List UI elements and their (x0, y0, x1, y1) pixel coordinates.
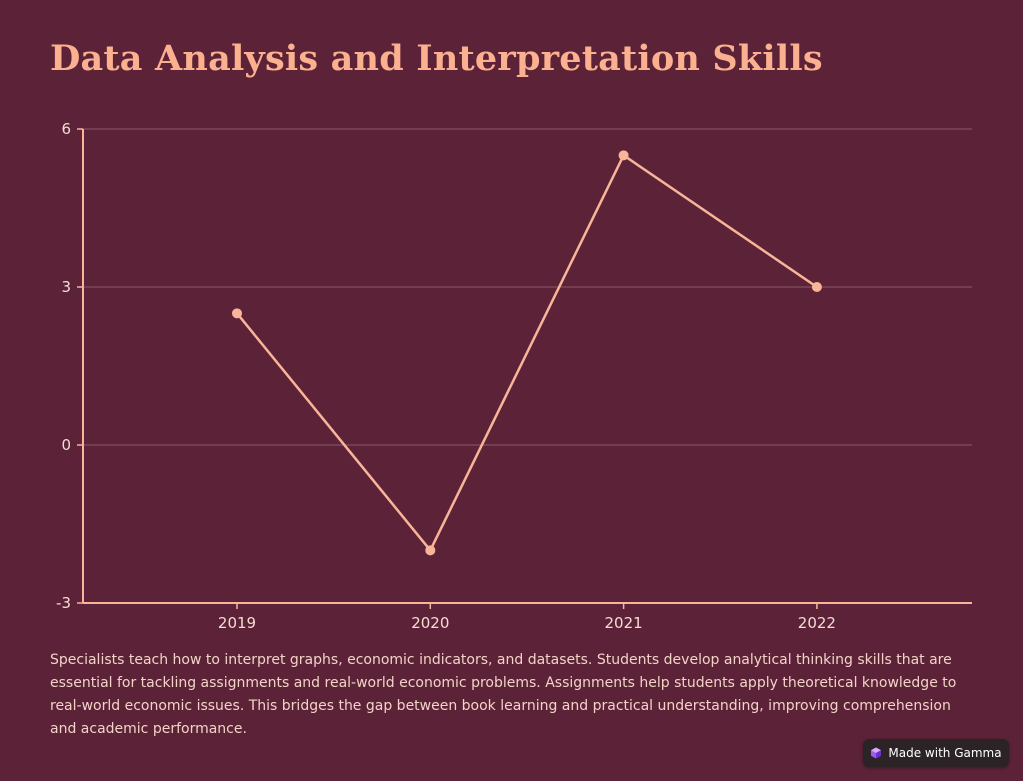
page-title: Data Analysis and Interpretation Skills (50, 38, 823, 79)
data-point (425, 545, 436, 556)
x-tick-label: 2022 (798, 614, 836, 632)
y-tick-label: 3 (61, 278, 71, 296)
badge-label: Made with Gamma (888, 746, 1002, 760)
data-point (232, 308, 242, 319)
x-tick-label: 2021 (605, 614, 643, 632)
x-tick-label: 2020 (411, 614, 449, 632)
y-tick-label: 0 (61, 436, 71, 454)
y-tick-label: 6 (61, 120, 71, 138)
y-tick-label: -3 (56, 594, 71, 612)
data-point (618, 150, 629, 161)
x-axis-ticks: 2019 2020 2021 2022 (218, 603, 836, 632)
chart-axes (82, 129, 972, 604)
series-line (236, 154, 818, 552)
chart-gridlines (83, 128, 972, 446)
line-chart: -3 0 3 6 2019 2020 2021 2022 (56, 120, 972, 632)
chart-series (232, 150, 822, 556)
data-point (811, 282, 822, 292)
gamma-logo-icon (871, 747, 882, 759)
y-axis-ticks: -3 0 3 6 (56, 120, 83, 612)
description-text: Specialists teach how to interpret graph… (50, 652, 957, 737)
x-tick-label: 2019 (218, 614, 256, 632)
made-with-gamma-badge[interactable]: Made with Gamma (863, 739, 1009, 767)
